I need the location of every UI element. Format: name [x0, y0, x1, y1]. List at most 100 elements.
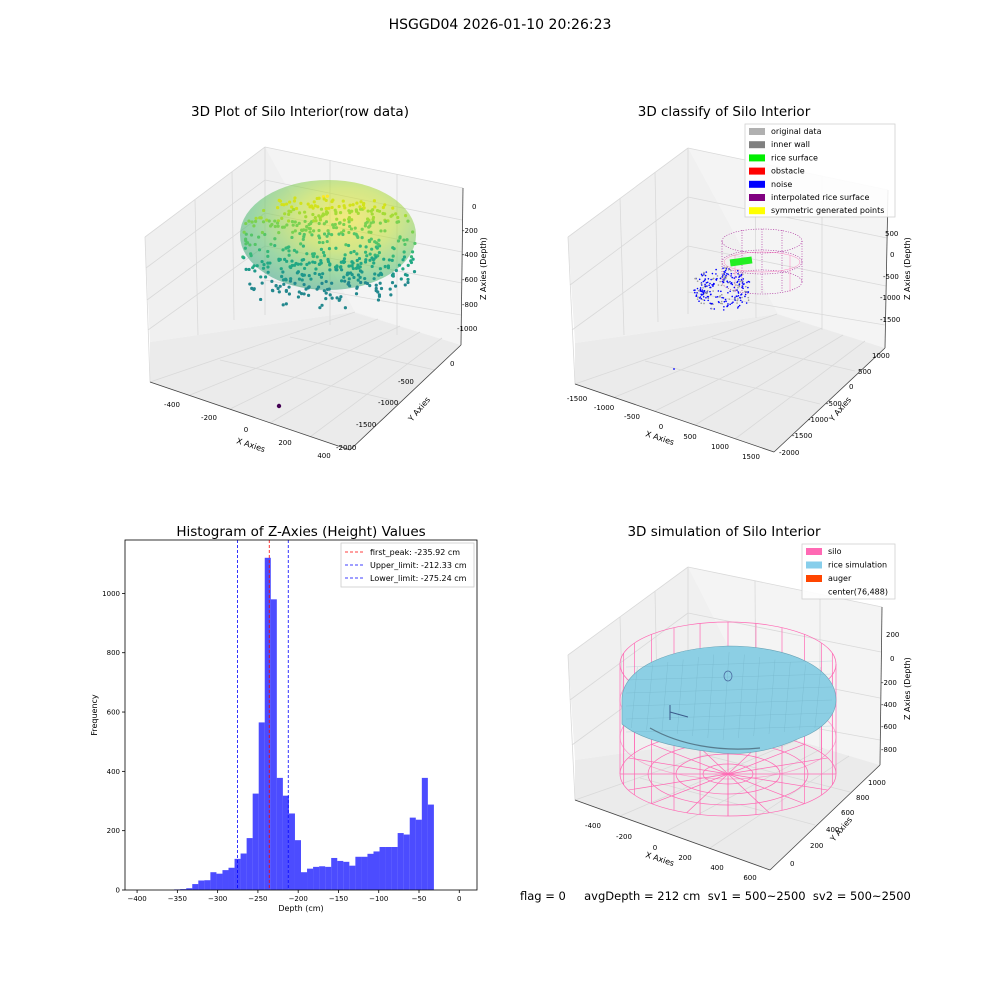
rice-mesh-line — [814, 666, 822, 729]
cloud-point — [258, 216, 262, 220]
cloud-point — [276, 224, 280, 228]
y-tick-label: 600 — [107, 709, 120, 717]
panel-raw-3d: 3D Plot of Silo Interior(row data) — [144, 104, 488, 460]
cloud-point — [285, 223, 289, 227]
rice-mesh-line — [625, 660, 833, 668]
cloud-point — [346, 271, 350, 275]
cloud-point — [726, 286, 729, 288]
silo-wire — [628, 757, 729, 775]
cloud-point — [410, 250, 415, 254]
cloud-point — [334, 226, 339, 230]
x-tick-label: −400 — [127, 895, 146, 903]
histogram-bar — [228, 867, 235, 890]
legend-swatch — [749, 128, 765, 135]
cloud-point — [390, 281, 395, 285]
cloud-point — [287, 253, 291, 257]
cloud-point — [374, 283, 378, 287]
cloud-point — [343, 253, 347, 257]
cloud-point — [287, 285, 291, 289]
cloud-point — [321, 250, 326, 255]
cloud-point — [347, 280, 351, 285]
cloud-point — [744, 295, 746, 298]
cloud-point — [736, 307, 739, 309]
cloud-point — [347, 230, 351, 235]
cloud-point — [269, 242, 273, 246]
cloud-point — [289, 209, 293, 214]
svg-text:0: 0 — [790, 860, 794, 868]
cloud-point — [354, 292, 359, 296]
cloud-point — [358, 244, 362, 248]
cloud-point — [696, 280, 699, 282]
legend-label: inner wall — [771, 140, 810, 149]
cloud-point — [254, 216, 258, 220]
histogram-bar — [252, 793, 259, 890]
cloud-point — [702, 295, 705, 298]
cloud-point — [730, 275, 732, 277]
cloud-point — [737, 292, 740, 294]
cloud-point — [311, 260, 315, 264]
cloud-point — [706, 290, 709, 292]
cloud-point — [324, 220, 329, 224]
cloud-point — [244, 232, 248, 236]
cloud-point — [308, 205, 312, 209]
cloud-point — [739, 296, 741, 299]
histogram-y-ticks: 0 200 400 600 800 1000 — [102, 590, 125, 895]
cloud-point — [724, 277, 726, 279]
cloud-point — [295, 271, 299, 275]
histogram-bar — [288, 813, 295, 890]
cloud-point — [695, 295, 698, 298]
panel2-point-cloud — [673, 228, 803, 370]
cloud-point — [722, 297, 725, 299]
cloud-point — [704, 292, 706, 294]
cloud-point — [307, 226, 311, 230]
cloud-point — [370, 247, 374, 251]
cloud-point — [259, 297, 263, 302]
cloud-point — [330, 205, 334, 210]
cloud-point — [698, 300, 700, 303]
cloud-point — [716, 275, 719, 277]
legend-swatch — [806, 575, 822, 582]
y-tick-label: 0 — [116, 887, 120, 895]
cloud-point — [401, 258, 405, 262]
cloud-point — [312, 252, 316, 257]
cloud-point — [731, 276, 734, 279]
cloud-point — [391, 274, 395, 278]
cloud-point — [318, 216, 322, 220]
legend-label: interpolated rice surface — [771, 193, 869, 202]
cloud-point — [391, 254, 395, 258]
cloud-point — [746, 281, 748, 284]
cloud-point — [252, 287, 256, 291]
cloud-point — [705, 281, 708, 284]
cloud-point — [729, 303, 731, 306]
cloud-point — [411, 257, 415, 261]
histogram-bar — [180, 889, 187, 890]
cloud-point — [317, 262, 321, 266]
cloud-point — [304, 287, 308, 291]
rice-mesh-line — [768, 659, 776, 735]
cloud-point — [303, 219, 307, 224]
cloud-point — [394, 268, 398, 273]
cloud-point — [370, 264, 374, 269]
cloud-point — [355, 286, 359, 290]
cloud-point — [319, 258, 323, 263]
cloud-point — [729, 290, 731, 293]
cloud-point — [381, 211, 385, 216]
cloud-point — [305, 262, 309, 267]
cloud-point — [700, 297, 703, 300]
cloud-point — [302, 292, 306, 296]
cloud-point — [708, 284, 710, 287]
rice-mesh-line — [753, 656, 760, 737]
svg-text:-1500: -1500 — [880, 316, 900, 324]
x-tick-label: −300 — [208, 895, 227, 903]
cloud-point — [299, 242, 303, 246]
cloud-point — [327, 247, 332, 251]
cloud-point — [359, 200, 363, 204]
cloud-point — [352, 275, 356, 280]
cloud-point — [294, 261, 298, 266]
cloud-point — [328, 293, 332, 297]
cloud-point — [389, 293, 393, 297]
cloud-point — [715, 268, 717, 271]
x-tick-label: −100 — [369, 895, 388, 903]
x-tick-label: −200 — [289, 895, 308, 903]
histogram-bar — [391, 846, 398, 890]
